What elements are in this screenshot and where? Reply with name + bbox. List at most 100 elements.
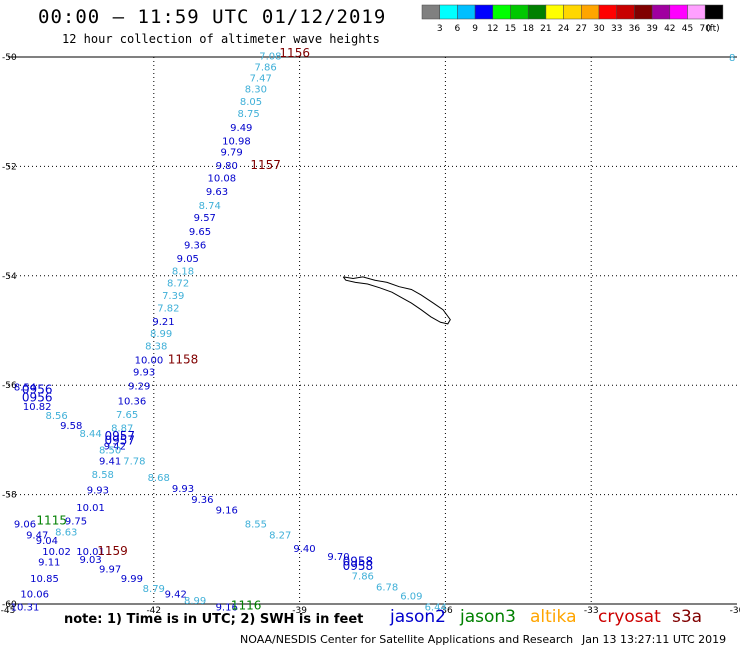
swh-value-label: 9.05	[177, 254, 199, 265]
swh-value-label: 9.58	[60, 421, 82, 432]
y-tick-label: -60	[2, 600, 17, 610]
swh-value-label: 8.50	[99, 446, 121, 457]
time-marker-label: 0956	[22, 382, 53, 396]
y-tick-label: -50	[2, 53, 17, 63]
swh-value-label: 9.79	[220, 148, 242, 159]
y-tick-label: -52	[2, 162, 17, 172]
time-marker-label: 0956	[22, 391, 53, 405]
swh-value-label: 8.87	[111, 424, 133, 435]
swh-value-label: 10.00	[135, 355, 164, 366]
swh-value-label: 9.04	[36, 536, 58, 547]
swh-value-label: 9.36	[184, 240, 206, 251]
colorbar-swatch	[598, 4, 617, 20]
swh-value-label: 10.06	[20, 589, 49, 600]
swh-value-label: 8.63	[55, 528, 77, 539]
swh-value-label: 10.31	[11, 603, 40, 614]
colorbar-swatch	[527, 4, 547, 20]
colorbar-swatch	[439, 4, 458, 20]
colorbar-label: 24	[558, 24, 570, 34]
x-tick-label: -42	[146, 606, 161, 616]
time-marker-label: 1158	[168, 352, 199, 366]
colorbar-swatch	[687, 4, 706, 20]
swh-value-label: 7.47	[250, 74, 272, 85]
colorbar-label: 27	[576, 24, 587, 34]
footer-credit: NOAA/NESDIS Center for Satellite Applica…	[240, 633, 574, 646]
x-tick-label: -33	[584, 606, 599, 616]
x-tick-label: -45	[1, 606, 16, 616]
swh-value-label: 9.47	[26, 530, 48, 541]
swh-value-label: 10.08	[207, 174, 236, 185]
colorbar-swatch	[704, 4, 724, 20]
swh-value-label: 8.56	[45, 411, 67, 422]
swh-value-label: 9.41	[99, 457, 121, 468]
swh-value-label: 8.38	[145, 342, 167, 353]
swh-value-label: 10.01	[76, 503, 105, 514]
colorbar-swatch	[651, 4, 671, 20]
colorbar-label: 3	[437, 24, 443, 34]
legend-s3a: s3a	[672, 607, 703, 627]
swh-value-label: 9.11	[38, 558, 60, 569]
colorbar-label: 70	[699, 24, 711, 34]
swh-value-label: 7.86	[352, 571, 374, 582]
legend-jason2: jason2	[390, 607, 446, 627]
colorbar-label: 42	[664, 24, 675, 34]
swh-value-label: 8.55	[245, 519, 267, 530]
swh-value-label: 7.78	[123, 457, 145, 468]
time-marker-label: 0957	[105, 429, 136, 443]
swh-value-label: 8.72	[167, 279, 189, 290]
swh-value-label: 9.21	[152, 317, 174, 328]
time-marker-label: 0957	[105, 433, 136, 447]
colorbar-swatch	[545, 4, 564, 20]
colorbar-swatch	[474, 4, 494, 20]
colorbar-swatch	[581, 4, 600, 20]
colorbar-label: 21	[540, 24, 551, 34]
colorbar-label: 36	[629, 24, 641, 34]
colorbar-swatch	[492, 4, 511, 20]
legend-jason3: jason3	[460, 607, 516, 627]
swh-value-label: 10.02	[42, 547, 71, 558]
swh-value-label: 9.16	[216, 506, 238, 517]
chart-subtitle: 12 hour collection of altimeter wave hei…	[62, 32, 380, 46]
swh-value-label: 10.36	[118, 396, 147, 407]
time-marker-label: 1116	[231, 599, 262, 613]
swh-value-label: 8.68	[148, 473, 170, 484]
swh-value-label: 8.58	[92, 470, 114, 481]
x-tick-label: -39	[292, 606, 307, 616]
footer-timestamp: Jan 13 13:27:11 UTC 2019	[582, 633, 727, 646]
swh-value-label: 9.93	[87, 486, 109, 497]
footnote: note: 1) Time is in UTC; 2) SWH is in fe…	[64, 612, 364, 627]
colorbar-swatch	[669, 4, 688, 20]
colorbar-swatch	[616, 4, 635, 20]
colorbar-label: 18	[522, 24, 534, 34]
swh-value-label: 8.99	[150, 329, 172, 340]
swh-value-label: 6.09	[400, 592, 422, 603]
colorbar-label: 33	[611, 24, 622, 34]
swh-value-label: 8.18	[172, 267, 194, 278]
y-tick-label: -54	[2, 272, 17, 282]
swh-value-label: 9.93	[172, 484, 194, 495]
swh-value-label: 9.29	[128, 382, 150, 393]
swh-value-label: 8.30	[245, 85, 267, 96]
swh-value-label: 9.99	[121, 574, 143, 585]
chart-title: 00:00 – 11:59 UTC 01/12/2019	[38, 6, 387, 28]
legend-altika: altika	[530, 607, 577, 627]
time-marker-label: 1115	[36, 514, 67, 528]
swh-value-label: 9.49	[230, 123, 252, 134]
legend-cryosat: cryosat	[598, 607, 661, 627]
colorbar-label: 9	[472, 24, 478, 34]
swh-value-label: 9.36	[191, 495, 213, 506]
coastline-south-georgia	[342, 276, 451, 325]
swh-value-label: 10.85	[30, 574, 59, 585]
colorbar-label: 12	[487, 24, 498, 34]
swh-value-label: 9.42	[104, 442, 126, 453]
swh-value-label: 9.80	[216, 161, 238, 172]
swh-value-label: 9.63	[206, 187, 228, 198]
swh-value-label: 8.74	[199, 201, 221, 212]
colorbar-label: 45	[682, 24, 693, 34]
swh-value-label: 7.82	[157, 303, 179, 314]
swh-value-label: 7.39	[162, 291, 184, 302]
swh-value-label: 9.65	[189, 227, 211, 238]
colorbar-unit: (ft)	[706, 24, 720, 34]
time-marker-label: 0958	[343, 555, 374, 569]
